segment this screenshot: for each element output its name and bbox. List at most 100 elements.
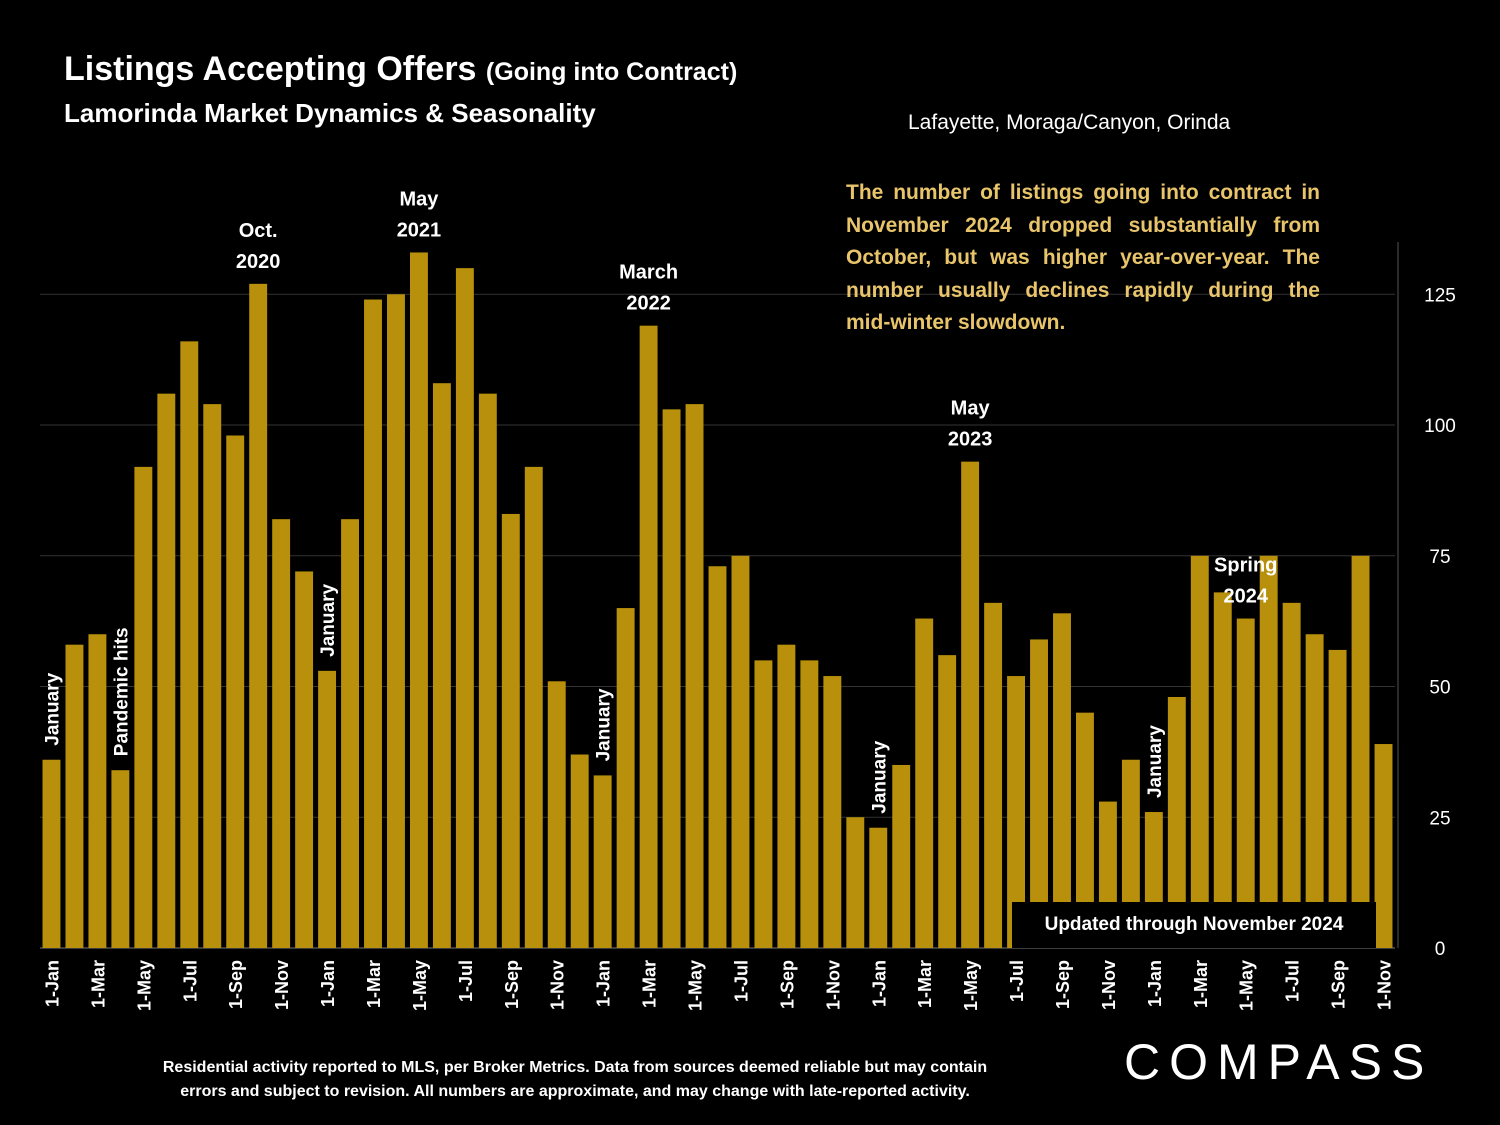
bar	[915, 618, 934, 948]
commentary-note: The number of listings going into contra…	[846, 181, 1320, 334]
x-tick-label: 1-Sep	[226, 960, 246, 1009]
bar	[1190, 555, 1209, 948]
bar	[272, 519, 291, 948]
x-tick-label: 1-Jul	[1283, 960, 1303, 1002]
bar	[892, 764, 911, 948]
x-tick-label: 1-Sep	[1329, 960, 1349, 1009]
x-tick-label: 1-Mar	[364, 960, 384, 1008]
bar	[846, 817, 865, 948]
annotation-label: 2024	[1223, 586, 1268, 608]
annotations: January Pandemic hits Oct. 2020 January May 20…	[42, 188, 1277, 813]
x-tick-label: 1-May	[410, 960, 430, 1011]
annotation-label: 2021	[397, 219, 442, 241]
annotation-label: 2022	[626, 293, 671, 315]
bar	[134, 466, 153, 948]
bar	[1007, 676, 1026, 948]
annotation-label: Pandemic hits	[111, 627, 132, 756]
bar	[593, 775, 612, 948]
bar	[1328, 649, 1347, 948]
x-tick-label: 1-Mar	[640, 960, 660, 1008]
x-tick-label: 1-Jan	[594, 960, 614, 1007]
bar	[203, 404, 222, 948]
bar	[1213, 592, 1232, 948]
y-axis-ticks: 0 25 50 75 100 125	[1424, 285, 1456, 960]
bar	[341, 519, 359, 948]
bar	[731, 555, 750, 948]
x-tick-label: 1-Sep	[777, 960, 797, 1009]
x-tick-label: 1-May	[961, 960, 981, 1011]
annotation-label: January	[594, 688, 615, 761]
y-tick-label: 125	[1424, 285, 1456, 306]
footer-disclaimer: Residential activity reported to MLS, pe…	[90, 1056, 1060, 1104]
bar	[42, 759, 61, 948]
annotation-label: 2023	[948, 429, 993, 451]
x-tick-label: 1-Jul	[180, 960, 200, 1002]
annotation-label: January	[42, 672, 63, 745]
bar	[157, 393, 176, 948]
x-tick-label: 1-May	[134, 960, 154, 1011]
chart-title: Listings Accepting Offers (Going into Co…	[64, 50, 737, 89]
bars	[42, 252, 1393, 949]
bar	[226, 435, 245, 948]
bar	[823, 676, 842, 948]
bar	[938, 655, 957, 948]
bar	[1351, 555, 1370, 948]
x-tick-label: 1-Sep	[1053, 960, 1073, 1009]
bar	[685, 404, 704, 948]
x-tick-label: 1-May	[1237, 960, 1257, 1011]
x-tick-label: 1-Nov	[1099, 960, 1119, 1010]
compass-logo: COMPASS	[1124, 1034, 1434, 1090]
x-tick-label: 1-Jan	[869, 960, 889, 1007]
annotation-label: Oct.	[239, 220, 278, 242]
bar	[1053, 613, 1071, 948]
bar	[777, 644, 796, 948]
x-tick-label: 1-Mar	[1191, 960, 1211, 1008]
y-tick-label: 50	[1429, 678, 1450, 699]
x-tick-label: 1-Nov	[823, 960, 843, 1010]
annotation-label: 2020	[236, 251, 281, 273]
y-tick-label: 100	[1424, 416, 1456, 437]
bar	[708, 566, 727, 948]
bar	[318, 670, 337, 948]
bar	[1236, 618, 1255, 948]
x-tick-label: 1-Mar	[88, 960, 108, 1008]
bar	[547, 681, 566, 948]
bar	[364, 299, 382, 948]
y-tick-label: 0	[1435, 939, 1446, 960]
annotation-label: March	[619, 262, 678, 284]
bar	[570, 754, 589, 948]
x-tick-label: 1-Jul	[456, 960, 476, 1002]
region-label: Lafayette, Moraga/Canyon, Orinda	[908, 111, 1231, 134]
bar	[1259, 555, 1278, 948]
bar	[524, 466, 543, 948]
bar	[111, 770, 130, 948]
x-tick-label: 1-Jan	[42, 960, 62, 1007]
bar	[1030, 639, 1048, 948]
bar	[478, 393, 497, 948]
footer-line-1: Residential activity reported to MLS, pe…	[162, 1059, 988, 1076]
x-tick-label: 1-Jul	[1007, 960, 1027, 1002]
bar	[869, 827, 888, 948]
annotation-label: January	[318, 584, 339, 657]
x-tick-label: 1-Jan	[1145, 960, 1165, 1007]
annotation-label: January	[869, 740, 890, 813]
x-tick-label: 1-Mar	[915, 960, 935, 1008]
x-tick-label: 1-Sep	[502, 960, 522, 1009]
bar	[501, 513, 520, 948]
bar	[754, 660, 773, 948]
bar	[432, 383, 451, 948]
annotation-label: May	[951, 398, 991, 420]
x-tick-label: 1-Nov	[1375, 960, 1395, 1010]
x-axis-ticks: 1-Jan 1-Mar 1-May 1-Jul 1-Sep 1-Nov 1-Jan 1-Mar…	[42, 960, 1394, 1011]
bar	[639, 325, 658, 948]
title-main: Listings Accepting Offers	[64, 50, 477, 88]
x-tick-label: 1-Nov	[548, 960, 568, 1010]
bar	[455, 268, 474, 948]
bar	[88, 634, 107, 948]
chart-subtitle: Lamorinda Market Dynamics & Seasonality	[64, 98, 596, 128]
x-tick-label: 1-Nov	[272, 960, 292, 1010]
bar	[1076, 712, 1094, 948]
annotation-label: January	[1145, 725, 1166, 798]
bar	[387, 294, 405, 949]
